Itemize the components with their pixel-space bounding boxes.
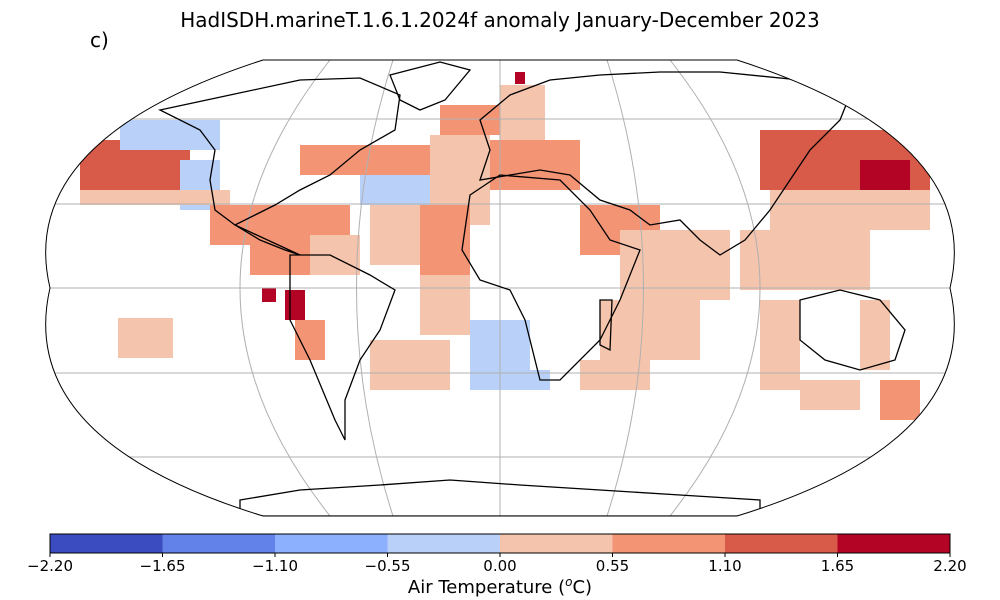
colorbar-label-sup: o	[565, 575, 573, 589]
cell-block	[262, 288, 276, 302]
cell-block	[440, 105, 510, 135]
cell-block	[800, 380, 860, 410]
colorbar-segment	[612, 534, 726, 553]
cell-block	[760, 300, 800, 390]
colorbar	[49, 533, 951, 557]
colorbar-segment	[837, 534, 951, 553]
colorbar-segment	[725, 534, 838, 553]
cell-block	[118, 318, 173, 358]
colorbar-tick-label: 2.20	[933, 557, 967, 575]
cell-block	[360, 175, 440, 205]
colorbar-segment	[275, 534, 388, 553]
cell-block	[420, 275, 470, 335]
colorbar-tick-label: 0.55	[595, 557, 630, 575]
cell-block	[640, 300, 700, 360]
eurasia-coast	[479, 71, 851, 256]
cell-block	[420, 205, 470, 275]
cell-block	[370, 205, 420, 265]
cell-block	[860, 160, 910, 190]
south-america-coast	[289, 254, 396, 441]
colorbar-tick-label: 0.00	[483, 557, 517, 575]
cell-block	[490, 140, 580, 190]
graticule	[45, 60, 955, 516]
colorbar-tick-label: −1.65	[139, 557, 186, 575]
cell-block	[515, 72, 525, 84]
cell-block	[370, 340, 450, 390]
gridline	[669, 60, 761, 516]
central-america-coast	[234, 224, 301, 256]
cell-block	[770, 190, 930, 230]
panel-label: c)	[90, 28, 109, 52]
globe-outline	[45, 59, 955, 517]
cell-block	[880, 380, 920, 420]
colorbar-label-main: Air Temperature (	[407, 577, 566, 598]
gridline	[239, 60, 331, 516]
cell-block	[250, 245, 310, 275]
cell-block	[860, 300, 890, 370]
coastlines	[158, 61, 906, 516]
colorbar-segment	[50, 534, 163, 553]
north-america-coast	[158, 77, 401, 226]
cell-block	[470, 370, 550, 390]
cell-block	[740, 230, 870, 290]
colorbar-tick-label: −0.55	[364, 557, 411, 575]
colorbar-segment	[387, 534, 501, 553]
madagascar-coast	[599, 299, 613, 352]
greenland-coast	[389, 61, 472, 111]
colorbar-tick-label: 1.65	[820, 557, 855, 575]
colorbar-tick-label: 1.10	[708, 557, 742, 575]
colorbar-tick-label: −2.20	[27, 557, 73, 575]
colorbar-segment	[162, 534, 276, 553]
colorbar-tick-label: −1.10	[252, 557, 298, 575]
antarctica-coast	[239, 479, 761, 516]
colorbar-segment	[500, 534, 613, 553]
colorbar-label: Air Temperature (oC)	[0, 575, 1000, 598]
figure-title: HadISDH.marineT.1.6.1.2024f anomaly Janu…	[180, 8, 820, 32]
gridline	[356, 60, 394, 516]
australia-coast	[799, 289, 906, 371]
colorbar-label-end: C)	[572, 577, 593, 598]
gridline	[606, 60, 644, 516]
cell-block	[500, 85, 545, 145]
cell-block	[80, 190, 230, 205]
